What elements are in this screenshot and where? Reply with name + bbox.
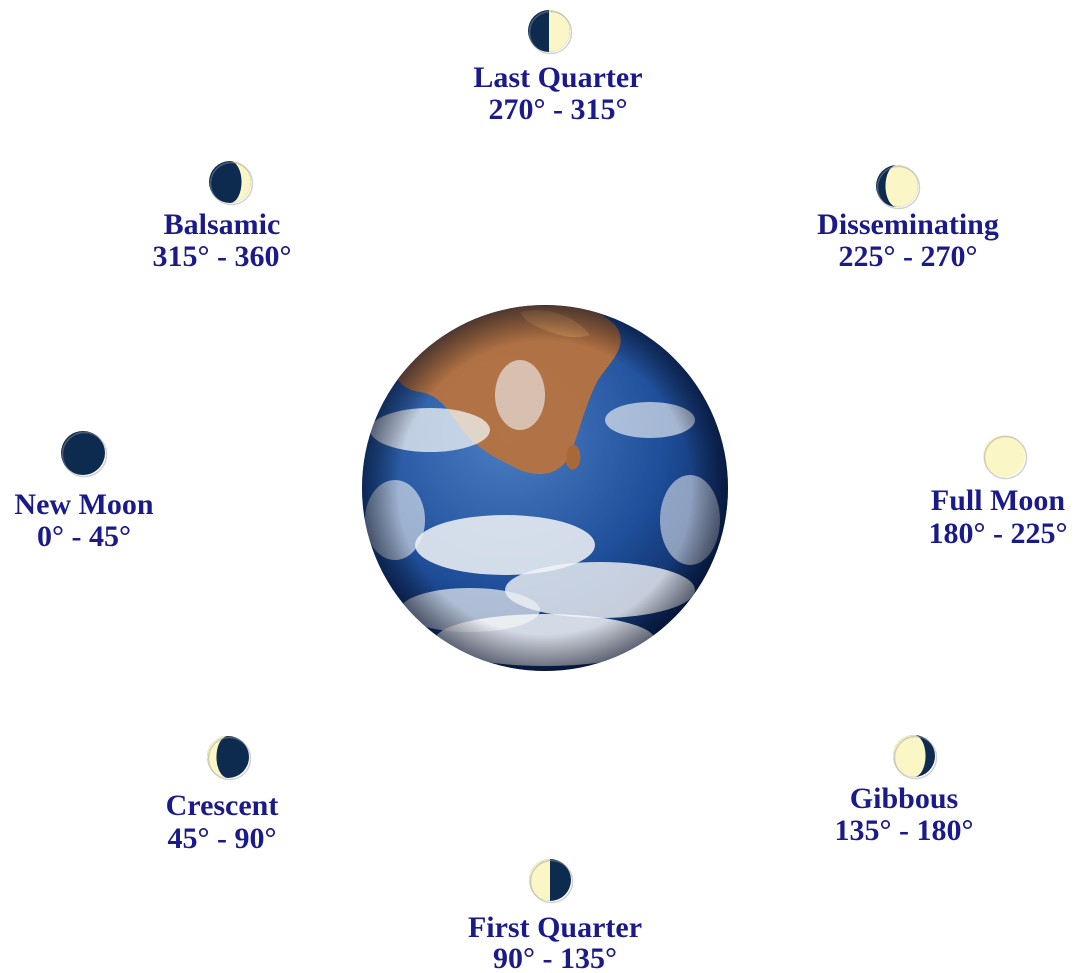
phase-balsamic: Balsamic 315° - 360° xyxy=(153,161,292,273)
moon-disk xyxy=(61,431,105,475)
moon-shadow xyxy=(61,431,108,478)
phase-range: 315° - 360° xyxy=(153,240,292,273)
phase-name: Gibbous xyxy=(850,782,958,815)
moon-shadow xyxy=(893,735,938,780)
moon-lit-part xyxy=(529,859,550,901)
moon-lit-part xyxy=(885,165,918,207)
moon-disk xyxy=(983,435,1025,477)
first-quarter-moon-icon xyxy=(529,859,574,904)
new-moon-icon xyxy=(61,431,108,478)
phase-name: New Moon xyxy=(14,488,153,521)
phase-full-moon: Full Moon 180° - 225° xyxy=(929,435,1068,550)
crescent-moon-icon xyxy=(207,736,252,781)
phase-range: 90° - 135° xyxy=(493,942,617,973)
phase-name: Crescent xyxy=(166,789,279,822)
gibbous-moon-icon xyxy=(893,735,938,780)
phase-name: Balsamic xyxy=(164,208,281,241)
moon-lit-part xyxy=(549,10,570,52)
phase-name: Last Quarter xyxy=(473,61,642,94)
full-moon-icon xyxy=(983,435,1028,480)
phase-name: First Quarter xyxy=(468,911,642,944)
phase-crescent: Crescent 45° - 90° xyxy=(166,736,279,855)
moon-lit-part xyxy=(230,161,251,203)
moon-lit-part xyxy=(893,735,926,777)
phase-range: 225° - 270° xyxy=(839,240,978,273)
phase-range: 270° - 315° xyxy=(489,93,628,126)
phase-range: 45° - 90° xyxy=(168,822,277,855)
last-quarter-moon-icon xyxy=(528,10,573,55)
moon-shadow xyxy=(983,435,1028,480)
moon-shadow xyxy=(528,10,573,55)
phase-range: 0° - 45° xyxy=(37,520,131,553)
moon-shadow xyxy=(209,161,254,206)
earth-rim-shade xyxy=(362,305,728,671)
moon-shadow xyxy=(207,736,252,781)
phase-new-moon: New Moon 0° - 45° xyxy=(14,431,154,553)
phase-range: 135° - 180° xyxy=(835,814,974,847)
phase-range: 180° - 225° xyxy=(929,517,1068,550)
moon-shadow xyxy=(876,165,921,210)
phase-name: Full Moon xyxy=(931,484,1065,517)
balsamic-moon-icon xyxy=(209,161,254,206)
phase-first-quarter: First Quarter 90° - 135° xyxy=(468,859,642,973)
earth-image xyxy=(362,305,728,671)
phase-gibbous: Gibbous 135° - 180° xyxy=(835,735,974,847)
phase-name: Disseminating xyxy=(817,208,999,241)
phase-disseminating: Disseminating 225° - 270° xyxy=(817,165,999,273)
phase-last-quarter: Last Quarter 270° - 315° xyxy=(473,10,643,126)
disseminating-moon-icon xyxy=(876,165,921,210)
moon-lit-part xyxy=(207,736,228,778)
moon-shadow xyxy=(529,859,574,904)
